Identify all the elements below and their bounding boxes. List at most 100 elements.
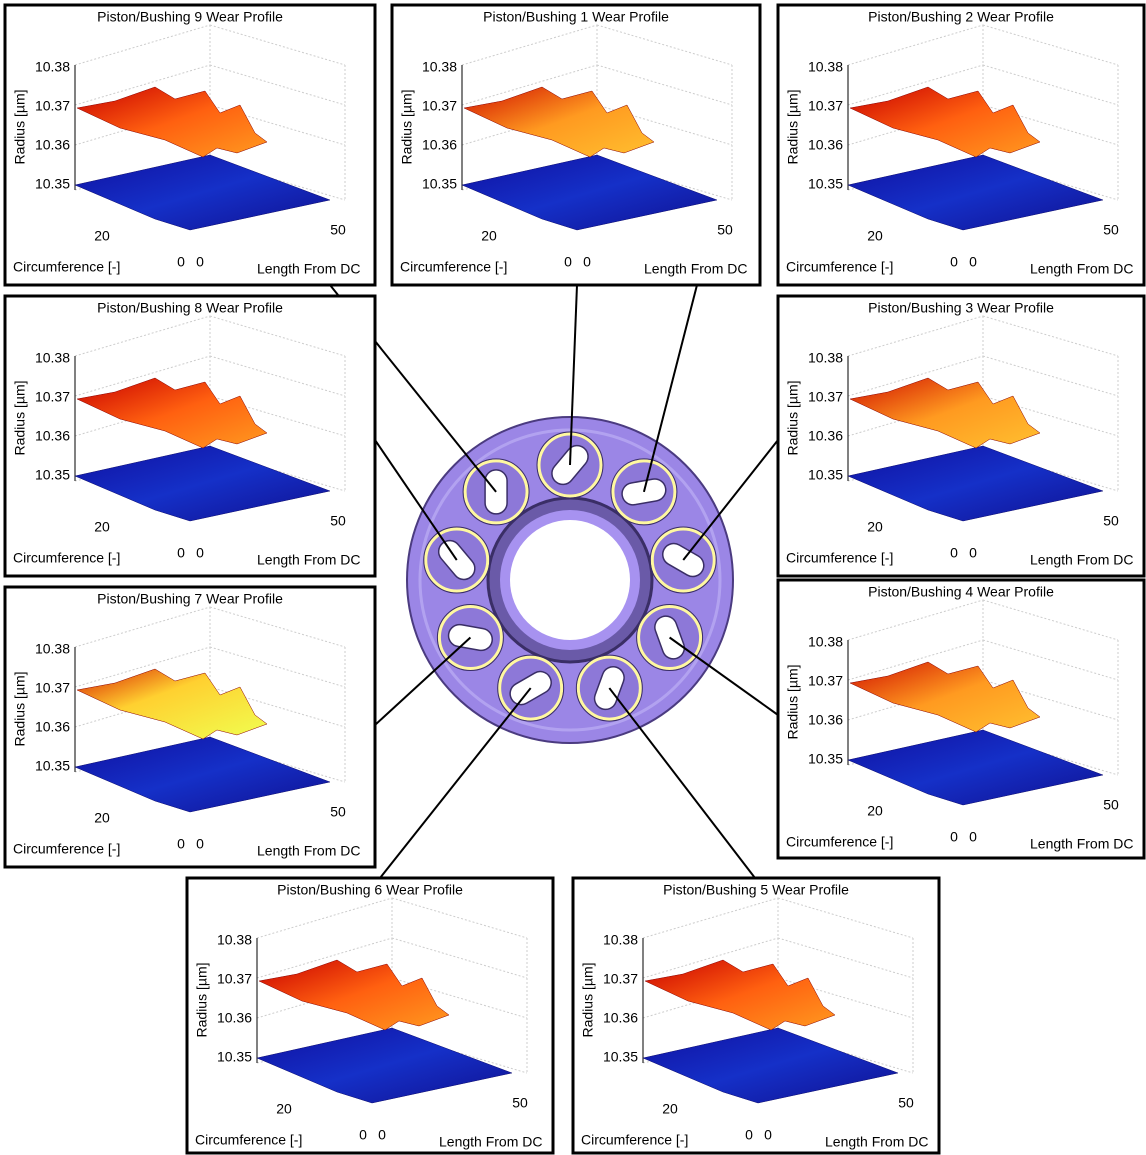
z-tick-label: 10.37 [35, 389, 70, 405]
circumference-tick-label: 20 [867, 803, 883, 819]
z-tick-label: 10.36 [35, 137, 70, 153]
length-tick-label: 50 [898, 1095, 914, 1111]
wear-profile-panel: Piston/Bushing 1 Wear Profile10.3810.371… [392, 5, 760, 285]
cylinder-block [407, 417, 733, 743]
z-tick-label: 10.36 [808, 712, 843, 728]
circumference-tick-label: 20 [94, 810, 110, 826]
length-tick-label: 50 [330, 513, 346, 529]
length-axis-label: Length From DC [439, 1134, 542, 1150]
length-tick-label: 50 [330, 222, 346, 238]
z-tick-label: 10.36 [217, 1010, 252, 1026]
z-tick-label: 10.38 [808, 350, 843, 366]
z-tick-label: 10.38 [217, 932, 252, 948]
length-axis-label: Length From DC [1030, 261, 1133, 277]
circumference-tick-label: 20 [94, 228, 110, 244]
length-tick-label: 50 [330, 804, 346, 820]
z-tick-label: 10.36 [35, 719, 70, 735]
wear-profile-panel: Piston/Bushing 6 Wear Profile 10.38 10.37 1… [187, 878, 553, 1153]
circumference-axis-label: Circumference [-] [581, 1132, 688, 1148]
z-tick-label: 10.36 [808, 428, 843, 444]
circumference-tick-label: 20 [662, 1101, 678, 1117]
kidney-port [485, 470, 507, 514]
length-tick-label: 50 [1103, 222, 1119, 238]
length-tick-label: 0 [196, 545, 204, 561]
z-tick-label: 10.38 [35, 59, 70, 75]
z-axis-label: Radius [µm] [580, 963, 596, 1038]
z-tick-label: 10.38 [35, 350, 70, 366]
length-tick-label: 0 [969, 829, 977, 845]
panel-title: Piston/Bushing 2 Wear Profile [868, 9, 1054, 25]
length-tick-label: 0 [196, 836, 204, 852]
connector [609, 688, 755, 878]
z-axis-label: Radius [µm] [785, 381, 801, 456]
circumference-tick-label: 0 [177, 836, 185, 852]
z-tick-label: 10.35 [35, 467, 70, 483]
z-tick-label: 10.36 [808, 137, 843, 153]
panel-title: Piston/Bushing 3 Wear Profile [868, 300, 1054, 316]
panel-title: Piston/Bushing 9 Wear Profile [97, 9, 283, 25]
circumference-tick-label: 20 [276, 1101, 292, 1117]
wear-profile-panel: Piston/Bushing 3 Wear Profile 10.38 10.37 1… [778, 296, 1144, 576]
z-tick-label: 10.35 [808, 176, 843, 192]
circumference-tick-label: 0 [950, 829, 958, 845]
length-tick-label: 50 [1103, 513, 1119, 529]
z-tick-label: 10.38 [35, 641, 70, 657]
z-tick-label: 10.36 [603, 1010, 638, 1026]
circumference-axis-label: Circumference [-] [13, 550, 120, 566]
circumference-axis-label: Circumference [-] [13, 259, 120, 275]
circumference-axis-label: Circumference [-] [786, 550, 893, 566]
length-axis-label: Length From DC [257, 552, 360, 568]
length-tick-label: 0 [196, 254, 204, 270]
z-tick-label: 10.37 [35, 680, 70, 696]
z-tick-label: 10.35 [808, 751, 843, 767]
z-tick-label: 10.38 [808, 59, 843, 75]
panel-title: Piston/Bushing 5 Wear Profile [663, 882, 849, 898]
z-tick-label: 10.37 [808, 98, 843, 114]
length-axis-label: Length From DC [825, 1134, 928, 1150]
panel-title: Piston/Bushing 4 Wear Profile [868, 584, 1054, 600]
length-tick-label: 0 [378, 1127, 386, 1143]
length-tick-label: 50 [512, 1095, 528, 1111]
circumference-axis-label: Circumference [-] [786, 259, 893, 275]
z-tick-label: 10.35 [808, 467, 843, 483]
wear-profile-panel: Piston/Bushing 9 Wear Profile10.3810.371… [5, 5, 375, 285]
circumference-axis-label: Circumference [-] [400, 259, 507, 275]
z-axis-label: Radius [µm] [399, 90, 415, 165]
length-tick-label: 0 [969, 254, 977, 270]
circumference-tick-label: 0 [950, 545, 958, 561]
wear-profile-panel: Piston/Bushing 4 Wear Profile10.3810.371… [778, 580, 1144, 858]
length-tick-label: 0 [969, 545, 977, 561]
length-axis-label: Length From DC [1030, 836, 1133, 852]
z-axis-label: Radius [µm] [785, 665, 801, 740]
z-axis-label: Radius [µm] [194, 963, 210, 1038]
wear-profile-panel: Piston/Bushing 5 Wear Profile10.3810.371… [573, 878, 939, 1153]
z-tick-label: 10.37 [217, 971, 252, 987]
circumference-tick-label: 20 [481, 228, 497, 244]
figure: Piston/Bushing 9 Wear Profile 10.38 10.37 1… [0, 0, 1146, 1155]
z-axis-label: Radius [µm] [12, 672, 28, 747]
z-tick-label: 10.38 [422, 59, 457, 75]
z-tick-label: 10.35 [603, 1049, 638, 1065]
wear-profile-panel: Piston/Bushing 7 Wear Profile 10.38 10.37 1… [5, 587, 375, 867]
length-tick-label: 50 [717, 222, 733, 238]
length-tick-label: 0 [583, 254, 591, 270]
z-axis-label: Radius [µm] [12, 90, 28, 165]
z-tick-label: 10.37 [422, 98, 457, 114]
z-tick-label: 10.37 [808, 389, 843, 405]
circumference-axis-label: Circumference [-] [13, 841, 120, 857]
length-axis-label: Length From DC [644, 261, 747, 277]
length-tick-label: 0 [764, 1127, 772, 1143]
panel-title: Piston/Bushing 6 Wear Profile [277, 882, 463, 898]
circumference-tick-label: 0 [177, 254, 185, 270]
z-tick-label: 10.35 [35, 758, 70, 774]
z-tick-label: 10.36 [422, 137, 457, 153]
length-axis-label: Length From DC [257, 843, 360, 859]
circumference-tick-label: 20 [94, 519, 110, 535]
panel-title: Piston/Bushing 7 Wear Profile [97, 591, 283, 607]
z-tick-label: 10.35 [217, 1049, 252, 1065]
circumference-tick-label: 0 [564, 254, 572, 270]
circumference-axis-label: Circumference [-] [786, 834, 893, 850]
length-axis-label: Length From DC [257, 261, 360, 277]
circumference-tick-label: 0 [359, 1127, 367, 1143]
z-tick-label: 10.37 [603, 971, 638, 987]
